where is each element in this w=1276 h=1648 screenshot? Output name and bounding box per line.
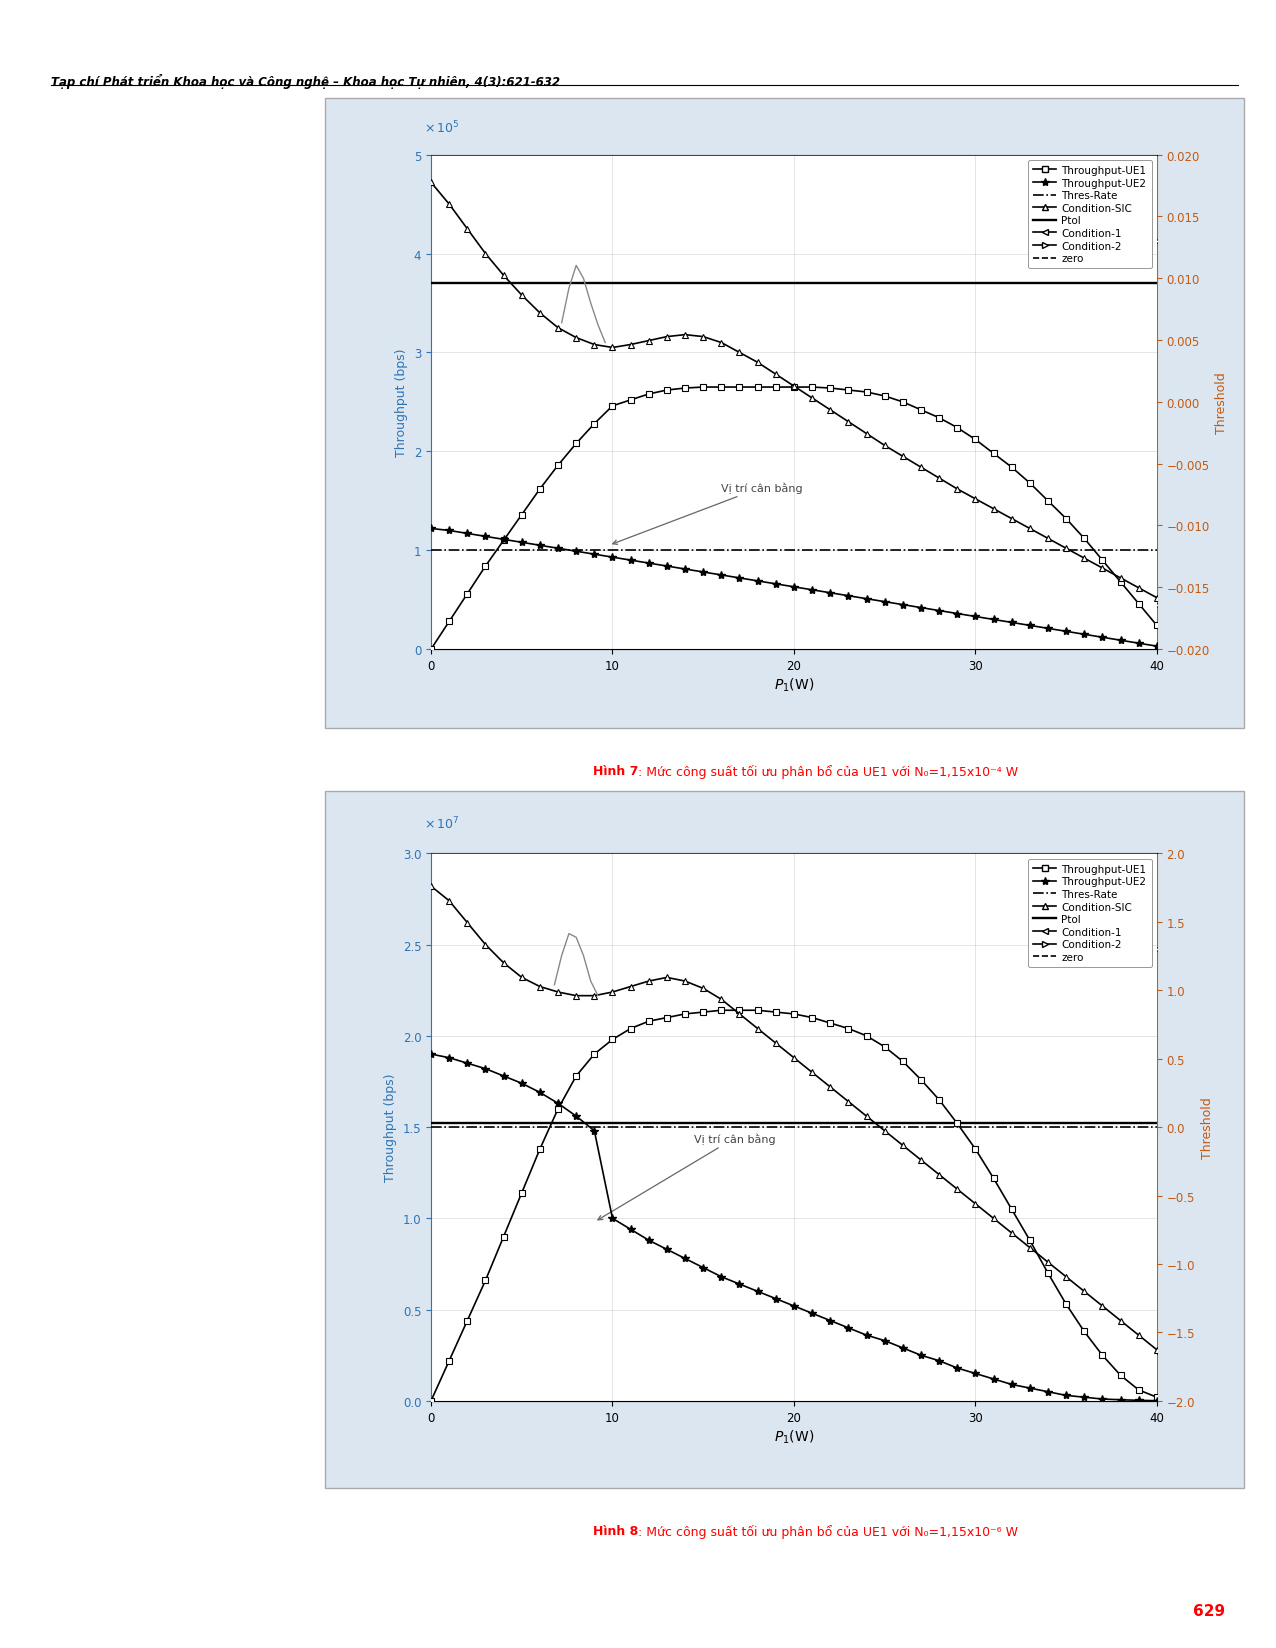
Y-axis label: Throughput (bps): Throughput (bps)	[396, 348, 408, 456]
Text: Hình 7: Hình 7	[592, 765, 638, 778]
Text: 629: 629	[1193, 1604, 1225, 1618]
Text: Hình 8: Hình 8	[593, 1524, 638, 1538]
Legend: Throughput-UE1, Throughput-UE2, Thres-Rate, Condition-SIC, Ptol, Condition-1, Co: Throughput-UE1, Throughput-UE2, Thres-Ra…	[1028, 162, 1152, 269]
X-axis label: $P_1$(W): $P_1$(W)	[773, 677, 814, 694]
Text: : Mức công suất tối ưu phân bổ của UE1 với N₀=1,15x10⁻⁶ W: : Mức công suất tối ưu phân bổ của UE1 v…	[638, 1524, 1018, 1538]
Text: $\times\,10^{7}$: $\times\,10^{7}$	[424, 816, 459, 832]
Text: : Mức công suất tối ưu phân bổ của UE1 với N₀=1,15x10⁻⁴ W: : Mức công suất tối ưu phân bổ của UE1 v…	[638, 765, 1018, 778]
Text: Vị trí cân bằng: Vị trí cân bằng	[612, 483, 803, 545]
Legend: Throughput-UE1, Throughput-UE2, Thres-Rate, Condition-SIC, Ptol, Condition-1, Co: Throughput-UE1, Throughput-UE2, Thres-Ra…	[1028, 859, 1152, 967]
X-axis label: $P_1$(W): $P_1$(W)	[773, 1427, 814, 1445]
Text: Vị trí cân bằng: Vị trí cân bằng	[598, 1132, 776, 1220]
Text: $\times\,10^{5}$: $\times\,10^{5}$	[424, 119, 459, 135]
Text: Tạp chí Phát triển Khoa học và Công nghệ – Khoa học Tự nhiên, 4(3):621-632: Tạp chí Phát triển Khoa học và Công nghệ…	[51, 74, 560, 89]
Y-axis label: Throughput (bps): Throughput (bps)	[384, 1073, 397, 1182]
Y-axis label: Threshold: Threshold	[1215, 372, 1229, 433]
Y-axis label: Threshold: Threshold	[1201, 1096, 1213, 1159]
